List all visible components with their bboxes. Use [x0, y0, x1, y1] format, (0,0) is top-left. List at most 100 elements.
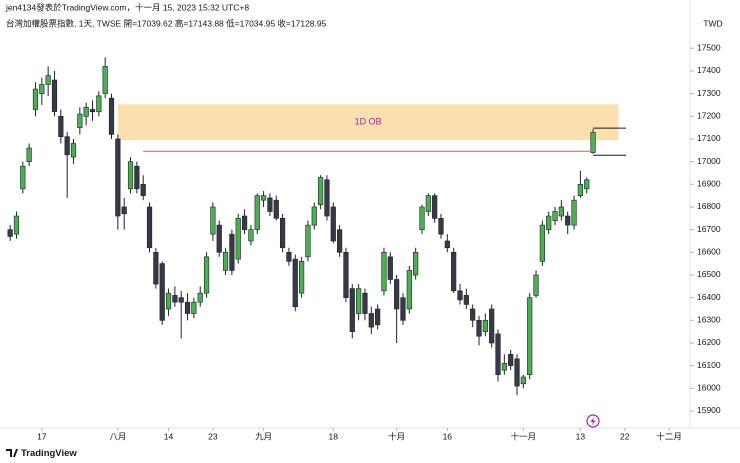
candle-body	[451, 252, 457, 292]
candle-body	[39, 84, 45, 94]
x-tick-label: 23	[208, 431, 218, 441]
candle-body	[457, 290, 463, 301]
y-tick-label: 16900	[697, 179, 721, 189]
candle-body	[413, 252, 419, 276]
candle-body	[546, 215, 552, 230]
candle-body	[279, 217, 286, 249]
candle-body	[102, 66, 108, 94]
candle-body	[425, 195, 431, 212]
candle-body	[514, 358, 520, 387]
candle-body	[197, 292, 203, 303]
candle-body	[356, 288, 362, 314]
candle-body	[476, 320, 482, 337]
x-tick-label: 十月	[388, 431, 405, 441]
candle-body	[330, 206, 336, 242]
candle-body	[184, 301, 191, 314]
candle-body	[381, 252, 387, 292]
candle-body	[178, 297, 184, 303]
symbol-line: 台灣加權股票指數, 1天, TWSE 開=17039.62 高=17143.88…	[6, 18, 327, 28]
candle-body	[387, 256, 393, 280]
candle-body	[470, 308, 476, 321]
candle-body	[286, 252, 292, 262]
candle-body	[400, 297, 406, 321]
candle-body	[482, 320, 488, 332]
y-tick-label: 17400	[697, 65, 721, 75]
x-tick-label: 17	[37, 431, 47, 441]
candle-body	[153, 252, 159, 285]
candle-body	[292, 258, 298, 308]
logo-mark	[6, 449, 18, 457]
y-tick-label: 16700	[697, 224, 721, 234]
y-tick-label: 17200	[697, 111, 721, 121]
author-line: jen4134發表於TradingView.com，十一月 15, 2023 1…	[5, 2, 249, 12]
candle-body	[298, 261, 305, 294]
candle-layer	[7, 57, 596, 396]
candle-body	[210, 206, 216, 235]
x-tick-label: 22	[620, 431, 630, 441]
candle-body	[368, 313, 374, 328]
candle-body	[267, 197, 273, 212]
candle-body	[501, 363, 507, 371]
candle-body	[121, 206, 127, 215]
candle-body	[305, 224, 311, 258]
candle-body	[527, 297, 533, 376]
x-tick-label: 18	[329, 431, 339, 441]
candle-body	[20, 165, 26, 190]
lightning-icon[interactable]	[586, 414, 600, 428]
candle-body	[159, 263, 165, 321]
y-tick-label: 16500	[697, 269, 721, 279]
logo-text: TradingView	[21, 448, 77, 459]
candle-body	[26, 147, 32, 162]
y-tick-label: 16600	[697, 247, 721, 257]
y-tick-label: 17300	[697, 88, 721, 98]
candle-body	[77, 113, 83, 128]
lightning-glyph	[590, 417, 596, 426]
candle-body	[222, 252, 229, 271]
candle-body	[13, 215, 20, 235]
candle-body	[32, 88, 39, 110]
candle-body	[191, 301, 197, 314]
candle-body	[108, 97, 115, 135]
candle-body	[375, 308, 381, 326]
candle-body	[343, 252, 349, 298]
candle-body	[349, 288, 355, 332]
candle-body	[406, 270, 412, 310]
candle-body	[273, 199, 279, 219]
candle-body	[432, 195, 438, 219]
candle-body	[70, 143, 77, 158]
candle-body	[241, 215, 248, 230]
zone-label: 1D OB	[355, 117, 382, 127]
x-tick-label: 九月	[255, 431, 272, 441]
candle-body	[45, 75, 51, 85]
candle-body	[539, 224, 545, 262]
x-tick-label: 16	[443, 431, 453, 441]
candle-body	[438, 217, 444, 235]
y-tick-label: 16100	[697, 360, 721, 370]
candle-body	[51, 79, 58, 113]
candle-body	[235, 217, 241, 260]
candle-body	[127, 161, 134, 190]
candle-body	[533, 274, 539, 296]
candle-body	[489, 308, 495, 344]
candle-body	[216, 224, 222, 253]
candle-body	[115, 138, 121, 217]
zone-layer: 1D OB	[117, 104, 627, 156]
candle-body	[565, 215, 571, 226]
currency-label: TWD	[703, 18, 722, 28]
candle-body	[229, 233, 235, 271]
candle-body	[419, 206, 425, 230]
candle-body	[260, 195, 267, 201]
x-tick-label: 13	[576, 431, 586, 441]
candle-body	[577, 183, 583, 196]
candle-body	[520, 376, 526, 385]
x-tick-label: 八月	[109, 431, 126, 441]
candle-body	[96, 95, 102, 113]
candle-body	[552, 211, 558, 221]
candle-body	[362, 292, 368, 314]
candle-body	[571, 199, 577, 226]
candle-body	[463, 295, 469, 305]
candle-body	[203, 256, 210, 294]
candle-body	[584, 179, 590, 190]
